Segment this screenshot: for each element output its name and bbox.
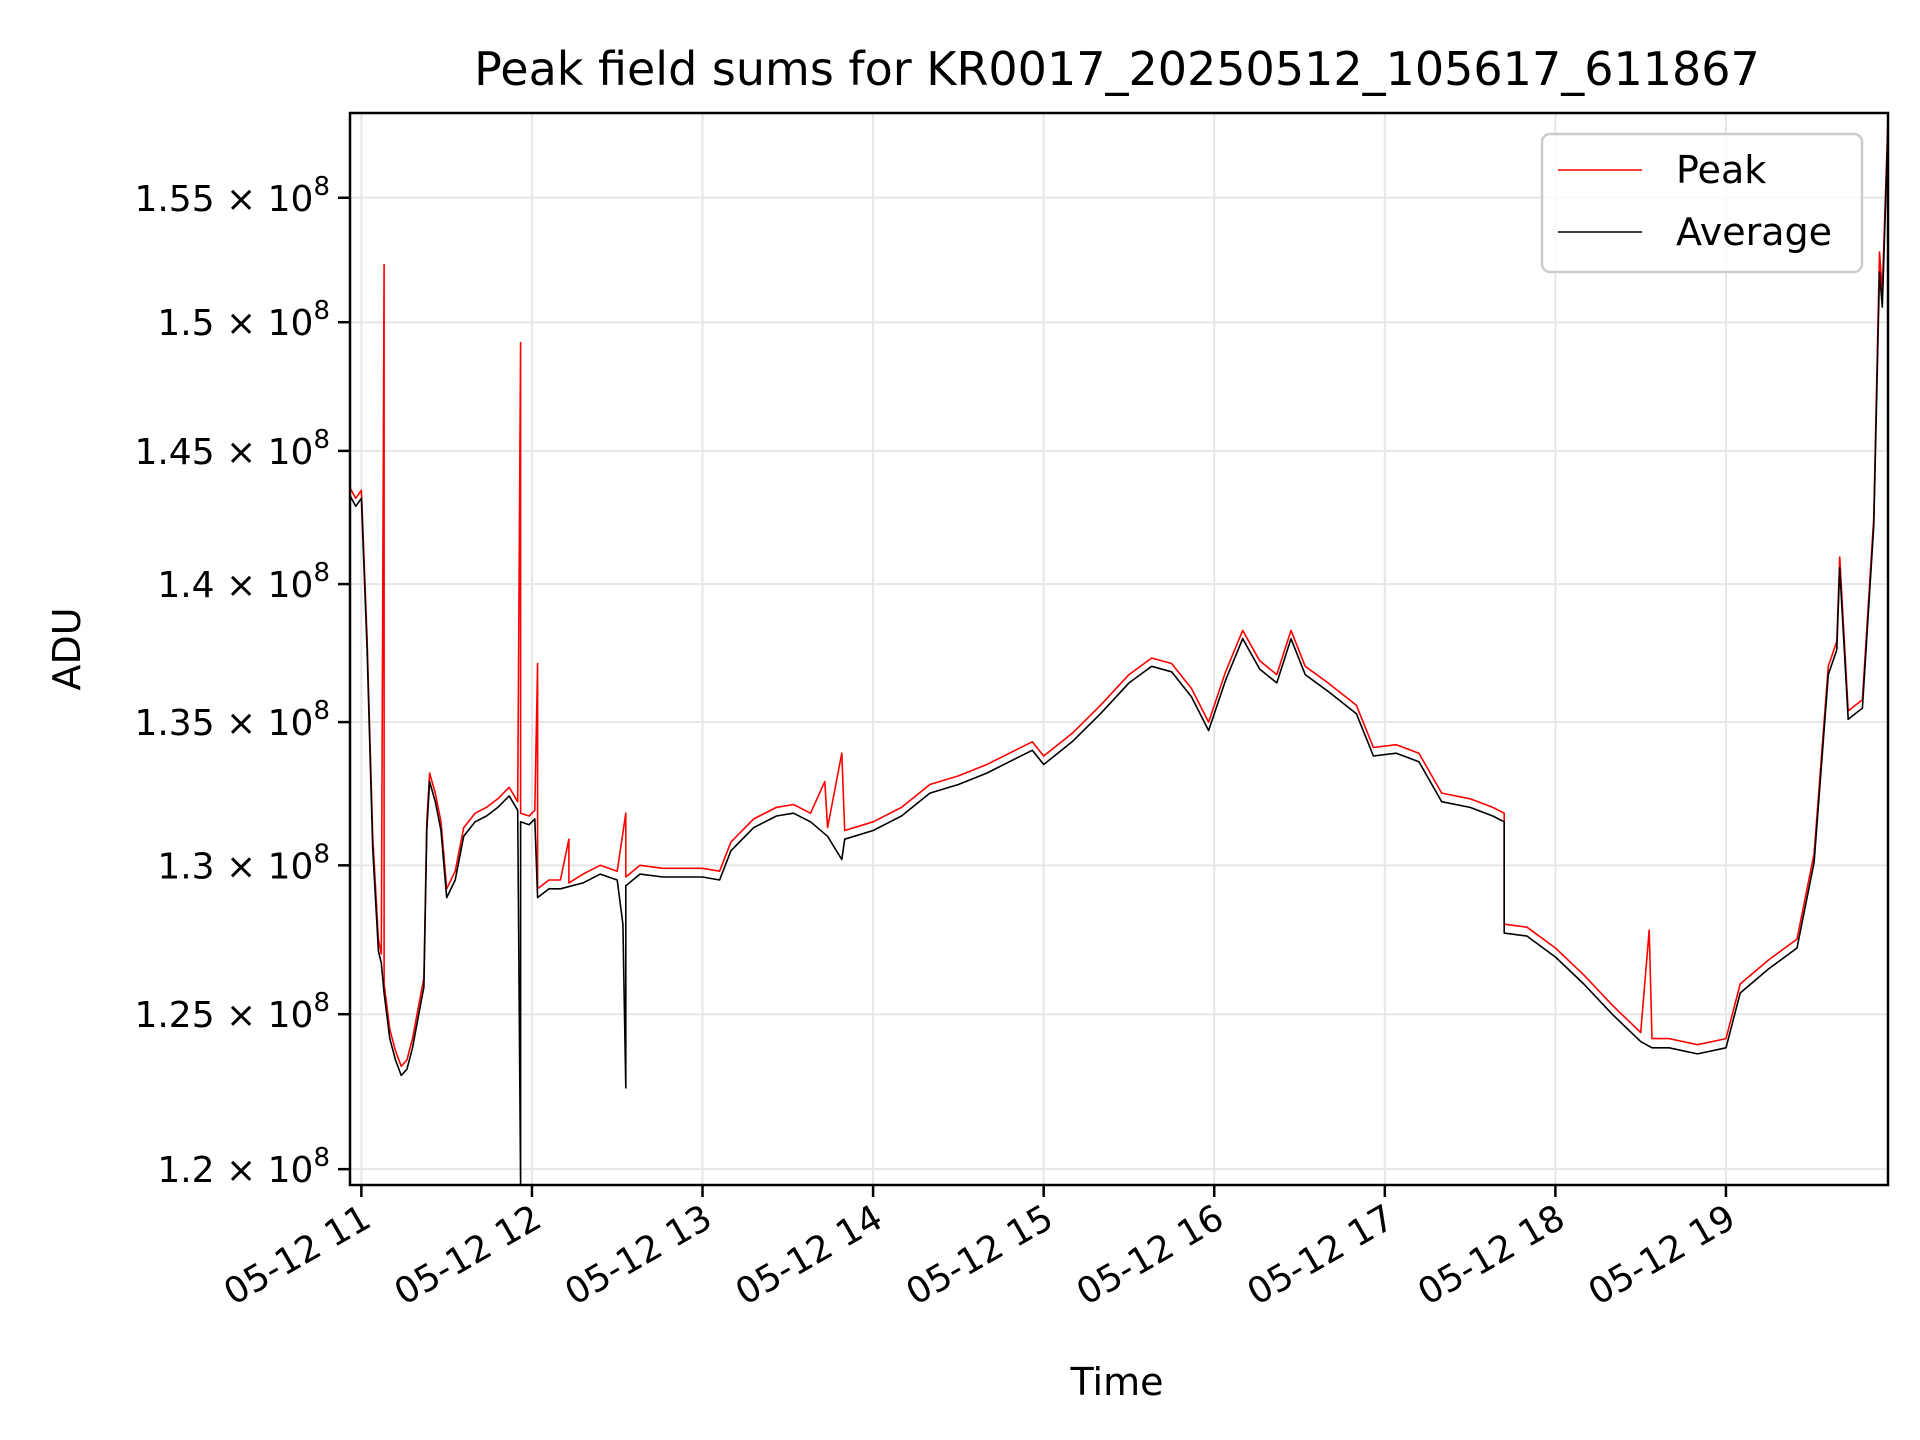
y-tick-label: 1.3 × 108 (157, 839, 330, 887)
y-tick-label: 1.5 × 108 (157, 296, 330, 344)
y-tick-label: 1.55 × 108 (134, 172, 330, 220)
plot-frame (348, 111, 1890, 1187)
y-tick-label: 1.25 × 108 (134, 988, 330, 1036)
legend-box (1540, 132, 1864, 274)
grid-lines (350, 113, 1888, 1185)
legend-label-average: Average (1676, 210, 1832, 254)
legend: Peak Average (1540, 132, 1864, 274)
y-tick-label: 1.4 × 108 (157, 558, 330, 606)
y-tick-label: 1.35 × 108 (134, 696, 330, 744)
series-line-average (349, 124, 1889, 1186)
legend-label-peak: Peak (1676, 148, 1766, 192)
y-axis-label: ADU (45, 607, 89, 690)
y-axis-ticks: 1.2 × 108 1.25 × 108 1.3 × 108 1.35 × 108 1.… (134, 172, 350, 1191)
y-tick-label: 1.45 × 108 (134, 425, 330, 473)
series-line-peak (349, 117, 1889, 1067)
x-axis-label: Time (1070, 1360, 1164, 1404)
y-tick-label: 1.2 × 108 (157, 1143, 330, 1191)
series-layer (349, 117, 1889, 1186)
chart-title: Peak field sums for KR0017_20250512_1056… (474, 42, 1760, 96)
